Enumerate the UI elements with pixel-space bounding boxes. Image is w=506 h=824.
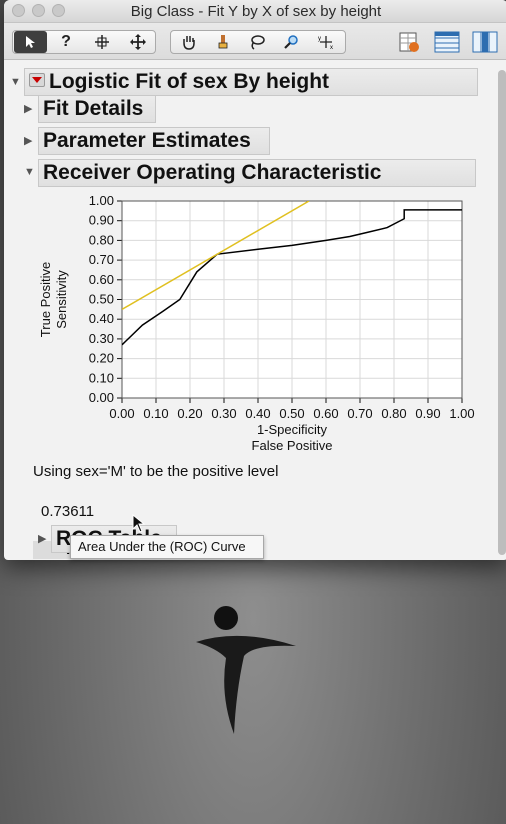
data-table-icon[interactable] [394, 30, 424, 54]
y-tick-label: 0.10 [89, 370, 114, 385]
jmp-logo-icon [196, 606, 296, 734]
y-tick-label: 0.80 [89, 232, 114, 247]
x-tick-label: 0.10 [143, 406, 168, 421]
y-tick-label: 0.20 [89, 351, 114, 366]
y-tick-label: 0.70 [89, 252, 114, 267]
y-tick-label: 0.40 [89, 311, 114, 326]
close-window-button[interactable] [12, 4, 25, 17]
expand-triangle-roc-table[interactable]: ▶ [38, 533, 47, 545]
y-tick-label: 0.60 [89, 272, 114, 287]
window-title: Big Class - Fit Y by X of sex by height [130, 3, 382, 20]
fit-details-header[interactable]: Fit Details [38, 95, 156, 123]
auc-tooltip: Area Under the (ROC) Curve [70, 535, 264, 559]
move-tool-icon[interactable] [121, 31, 155, 53]
vertical-scrollbar[interactable] [498, 70, 506, 555]
x-tick-label: 1.00 [449, 406, 474, 421]
tangent-line [122, 201, 310, 310]
expand-triangle-parameter-estimates[interactable]: ▶ [24, 135, 33, 147]
x-tick-label: 0.00 [109, 406, 134, 421]
auc-value: 0.73611 [41, 503, 95, 520]
x-tick-label: 0.90 [415, 406, 440, 421]
minimize-window-button[interactable] [32, 4, 45, 17]
mouse-cursor-icon [132, 514, 146, 533]
title-bar: Big Class - Fit Y by X of sex by height [4, 0, 506, 23]
roc-curve-line [122, 209, 462, 346]
x-tick-label: 0.60 [313, 406, 338, 421]
y-tick-label: 0.50 [89, 292, 114, 307]
x-tick-label: 0.50 [279, 406, 304, 421]
plot-frame [121, 200, 463, 399]
x-axis-label: 1-Specificity [257, 422, 328, 437]
roc-chart: 0.00 0.10 0.20 0.30 0.40 0.50 0.60 0.70 0.80 0.90… [38, 193, 475, 453]
x-tick-label: 0.40 [245, 406, 270, 421]
expand-triangle-fit-details[interactable]: ▶ [24, 103, 33, 115]
grid-view-icon[interactable] [432, 30, 462, 54]
y-tick-label: 0.00 [89, 390, 114, 405]
logistic-fit-title: Logistic Fit of sex By height [49, 70, 330, 93]
arrow-tool-icon[interactable] [14, 31, 47, 53]
y-tick-label: 1.00 [89, 193, 114, 208]
roc-header[interactable]: Receiver Operating Characteristic [38, 159, 476, 187]
x-axis-sublabel: False Positive [252, 438, 333, 453]
x-tick-label: 0.70 [347, 406, 372, 421]
collapse-triangle-main[interactable]: ▼ [10, 76, 21, 88]
svg-text:y: y [318, 36, 321, 42]
collapse-triangle-roc[interactable]: ▼ [24, 166, 35, 178]
y-tick-label: 0.90 [89, 213, 114, 228]
brush-tool-icon[interactable] [207, 31, 239, 53]
help-tool-icon[interactable]: ? [61, 33, 71, 50]
y-axis-label: True Positive [38, 262, 53, 337]
positive-level-note: Using sex='M' to be the positive level [33, 463, 279, 480]
x-tick-label: 0.30 [211, 406, 236, 421]
x-tick-label: 0.20 [177, 406, 202, 421]
logistic-fit-header[interactable]: Logistic Fit of sex By height [24, 68, 478, 96]
y-axis-sublabel: Sensitivity [54, 270, 69, 329]
svg-text:x: x [330, 45, 333, 50]
parameter-estimates-header[interactable]: Parameter Estimates [38, 127, 270, 155]
tool-group-primary: ? [12, 30, 156, 54]
magnifier-tool-icon[interactable] [275, 31, 307, 53]
red-triangle-menu-icon[interactable] [29, 73, 45, 88]
report-content: ▼ Logistic Fit of sex By height ▶ Fit De… [4, 59, 506, 560]
x-tick-label: 0.80 [381, 406, 406, 421]
report-window: Big Class - Fit Y by X of sex by height … [4, 0, 506, 560]
y-tick-label: 0.30 [89, 331, 114, 346]
grabber-tool-icon[interactable] [173, 31, 205, 53]
lasso-tool-icon[interactable] [241, 31, 273, 53]
selection-tool-icon[interactable] [85, 31, 119, 53]
column-view-icon[interactable] [470, 30, 500, 54]
zoom-window-button[interactable] [52, 4, 65, 17]
